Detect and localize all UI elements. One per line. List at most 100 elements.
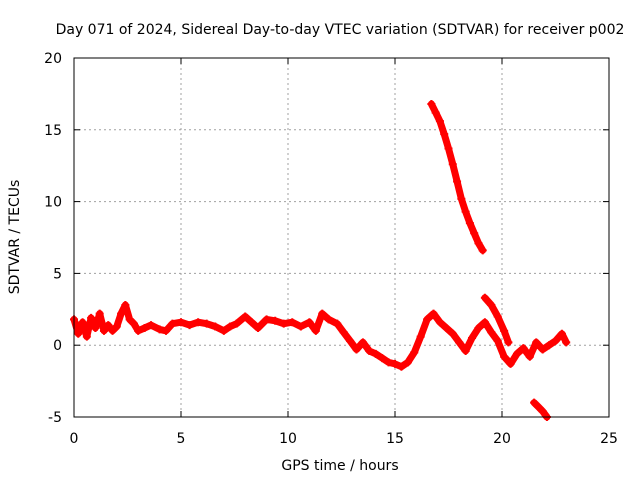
- data-point: [493, 312, 502, 321]
- data-point: [431, 108, 440, 117]
- data-point: [134, 326, 143, 335]
- data-point: [455, 338, 464, 347]
- data-point: [333, 319, 342, 328]
- data-point: [339, 328, 348, 337]
- data-point: [125, 315, 134, 324]
- data-point: [530, 398, 539, 407]
- data-point: [74, 329, 83, 338]
- data-point: [352, 345, 361, 354]
- data-point: [532, 338, 541, 347]
- data-point: [525, 352, 534, 361]
- data-point: [506, 359, 515, 368]
- data-point: [185, 321, 194, 330]
- data-point: [296, 322, 305, 331]
- data-point: [474, 323, 483, 332]
- data-point: [384, 358, 393, 367]
- data-point: [512, 349, 521, 358]
- y-axis-label: SDTVAR / TECUs: [7, 180, 23, 295]
- x-axis-label: GPS time / hours: [281, 458, 398, 474]
- data-point: [91, 323, 100, 332]
- data-point: [232, 319, 241, 328]
- data-point: [168, 319, 177, 328]
- x-tick-label: 0: [70, 431, 79, 447]
- y-tick-labels: -5 0 5 10 15 20: [44, 51, 62, 426]
- data-point: [468, 334, 477, 343]
- data-point: [519, 344, 528, 353]
- data-point: [534, 402, 543, 411]
- data-point: [545, 341, 554, 350]
- data-point: [487, 300, 496, 309]
- data-point: [226, 322, 235, 331]
- y-tick-label: 10: [44, 195, 62, 211]
- data-point: [211, 322, 220, 331]
- data-point: [318, 309, 327, 318]
- data-point: [435, 117, 444, 126]
- data-point: [241, 312, 250, 321]
- data-point: [487, 328, 496, 337]
- data-point: [87, 313, 96, 322]
- data-point: [435, 318, 444, 327]
- y-tick-label: -5: [48, 410, 62, 426]
- data-point: [444, 144, 453, 153]
- y-tick-label: 5: [53, 266, 62, 282]
- data-point: [279, 319, 288, 328]
- data-point: [448, 160, 457, 169]
- data-point: [557, 329, 566, 338]
- x-tick-label: 15: [386, 431, 404, 447]
- data-point: [177, 318, 185, 327]
- data-point: [470, 229, 479, 238]
- x-tick-label: 20: [493, 431, 511, 447]
- data-point: [397, 362, 406, 371]
- data-point: [324, 315, 333, 324]
- data-point: [82, 332, 91, 341]
- data-point: [551, 336, 560, 345]
- data-point: [371, 349, 380, 358]
- data-point: [311, 326, 320, 335]
- data-point: [202, 319, 211, 328]
- y-tick-label: 20: [44, 51, 62, 67]
- data-point: [121, 300, 130, 309]
- x-tick-label: 25: [600, 431, 618, 447]
- data-point: [504, 338, 513, 347]
- data-point: [194, 318, 203, 327]
- data-point: [448, 329, 457, 338]
- data-point: [117, 309, 126, 318]
- data-point: [378, 354, 387, 363]
- data-point: [478, 246, 487, 255]
- data-point: [480, 293, 489, 302]
- data-point: [410, 348, 419, 357]
- data-point: [457, 194, 466, 203]
- data-point: [140, 323, 149, 332]
- data-point: [391, 359, 399, 368]
- data-point: [254, 323, 263, 332]
- data-point: [288, 318, 297, 327]
- axis-ticks: [73, 57, 610, 418]
- data-point: [480, 318, 489, 327]
- data-point: [474, 239, 483, 248]
- data-point: [493, 336, 502, 345]
- data-point: [108, 326, 117, 335]
- data-point: [538, 345, 547, 354]
- chart-title: Day 071 of 2024, Sidereal Day-to-day VTE…: [56, 22, 625, 38]
- data-point: [95, 309, 104, 318]
- data-point: [461, 207, 470, 216]
- data-point: [129, 319, 138, 328]
- data-point: [440, 130, 449, 139]
- y-tick-label: 15: [44, 123, 62, 139]
- data-points: [70, 99, 571, 421]
- data-point: [358, 338, 367, 347]
- data-point: [219, 326, 228, 335]
- data-point: [403, 358, 412, 367]
- data-point: [271, 316, 280, 325]
- x-tick-label: 5: [177, 431, 186, 447]
- x-tick-labels: 0 5 10 15 20 25: [70, 431, 618, 447]
- data-point: [346, 336, 355, 345]
- series-trace-high-arc: [427, 100, 487, 254]
- x-tick-label: 10: [279, 431, 297, 447]
- data-point: [262, 315, 271, 324]
- data-point: [429, 309, 438, 318]
- data-point: [500, 352, 509, 361]
- data-point: [365, 346, 374, 355]
- data-point: [427, 99, 436, 108]
